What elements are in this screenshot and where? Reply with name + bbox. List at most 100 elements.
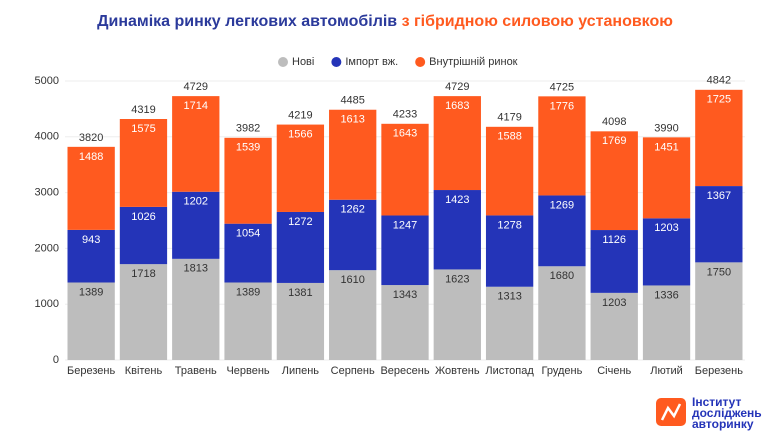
- value-label: 1389: [236, 286, 260, 298]
- bar-segment: [433, 269, 481, 360]
- bar-segment: [224, 282, 272, 360]
- value-label: 1336: [654, 289, 678, 301]
- value-label: 1367: [707, 190, 731, 202]
- total-label: 4729: [445, 81, 469, 93]
- bar-segment: [381, 285, 429, 360]
- bar-segment: [276, 211, 325, 283]
- total-label: 4485: [340, 95, 364, 107]
- value-label: 1683: [445, 100, 469, 112]
- x-tick-label: Березень: [67, 365, 115, 377]
- bar-segment: [695, 89, 743, 187]
- value-label: 1750: [707, 266, 731, 278]
- total-label: 4098: [602, 116, 626, 128]
- legend-label: Внутрішній ринок: [429, 56, 518, 68]
- x-tick-label: Червень: [226, 365, 269, 377]
- total-label: 4319: [131, 104, 155, 116]
- value-label: 1203: [654, 222, 678, 234]
- bar-segment: [642, 218, 691, 286]
- bar-segment: [642, 137, 691, 219]
- logo-icon-mark: [660, 403, 682, 421]
- y-tick-label: 2000: [35, 242, 59, 254]
- y-tick-label: 0: [53, 354, 59, 366]
- value-label: 1725: [707, 94, 731, 106]
- total-label: 4179: [497, 112, 521, 124]
- value-label: 1539: [236, 142, 260, 154]
- x-tick-label: Жовтень: [435, 365, 480, 377]
- x-tick-label: Листопад: [485, 365, 534, 377]
- value-label: 1813: [184, 263, 208, 275]
- value-label: 1262: [340, 204, 364, 216]
- total-label: 4842: [707, 75, 731, 87]
- bar-segment: [329, 109, 377, 200]
- value-label: 1643: [393, 128, 417, 140]
- value-label: 1610: [340, 274, 364, 286]
- bar-segment: [433, 190, 481, 270]
- value-label: 1423: [445, 194, 469, 206]
- value-label: 1613: [340, 114, 364, 126]
- value-label: 1272: [288, 216, 312, 228]
- bar-segment: [538, 96, 586, 196]
- x-tick-label: Серпень: [331, 365, 375, 377]
- bar-segment: [224, 137, 272, 224]
- bar-segment: [172, 258, 220, 360]
- bar-segment: [642, 285, 691, 360]
- logo-text: Інститут: [692, 395, 742, 409]
- total-label: 3990: [654, 122, 678, 134]
- x-tick-label: Березень: [695, 365, 743, 377]
- bar-segment: [224, 223, 272, 283]
- value-label: 1026: [131, 211, 155, 223]
- value-label: 1575: [131, 123, 155, 135]
- value-label: 1588: [497, 131, 521, 143]
- logo-text: досліджень: [692, 406, 762, 420]
- bar-segment: [381, 215, 429, 286]
- bar-segment: [695, 262, 743, 360]
- value-label: 1714: [184, 100, 208, 112]
- value-label: 1389: [79, 286, 103, 298]
- x-tick-label: Лютий: [650, 365, 683, 377]
- value-label: 1488: [79, 151, 103, 163]
- value-label: 1054: [236, 228, 260, 240]
- bar-segment: [590, 131, 638, 231]
- value-label: 1776: [550, 100, 574, 112]
- bar-segment: [590, 292, 638, 360]
- title-main: Динаміка ринку легкових автомобілів: [97, 13, 397, 30]
- x-tick-label: Січень: [597, 365, 631, 377]
- y-tick-label: 5000: [35, 75, 59, 87]
- bar-segment: [67, 146, 115, 230]
- bar-segment: [329, 270, 377, 360]
- value-label: 1343: [393, 289, 417, 301]
- bar-segment: [695, 186, 743, 263]
- bar-segment: [485, 286, 534, 360]
- value-label: 1381: [288, 287, 312, 299]
- value-label: 1313: [497, 291, 521, 303]
- value-label: 1202: [184, 196, 208, 208]
- total-label: 4219: [288, 109, 312, 121]
- value-label: 1566: [288, 128, 312, 140]
- value-label: 1278: [497, 219, 521, 231]
- bar-segment: [485, 126, 534, 216]
- value-label: 1718: [131, 268, 155, 280]
- y-tick-label: 3000: [35, 187, 59, 199]
- y-tick-label: 4000: [35, 131, 59, 143]
- x-tick-label: Травень: [175, 365, 217, 377]
- bar-segment: [433, 96, 481, 191]
- value-label: 1269: [550, 199, 574, 211]
- total-label: 4233: [393, 109, 417, 121]
- bar-segment: [381, 123, 429, 216]
- x-tick-label: Грудень: [542, 365, 583, 377]
- total-label: 4725: [550, 81, 574, 93]
- bar-segment: [119, 206, 168, 265]
- value-label: 1769: [602, 135, 626, 147]
- value-label: 1680: [550, 270, 574, 282]
- total-label: 4729: [184, 81, 208, 93]
- bar-segment: [590, 230, 638, 293]
- legend-label: Нові: [292, 56, 314, 68]
- x-tick-label: Квітень: [125, 365, 163, 377]
- bar-segment: [538, 266, 586, 360]
- legend-swatch: [415, 57, 426, 67]
- bar-segment: [119, 118, 168, 207]
- value-label: 1126: [602, 234, 626, 246]
- bar-segment: [172, 96, 220, 192]
- value-label: 1247: [393, 219, 417, 231]
